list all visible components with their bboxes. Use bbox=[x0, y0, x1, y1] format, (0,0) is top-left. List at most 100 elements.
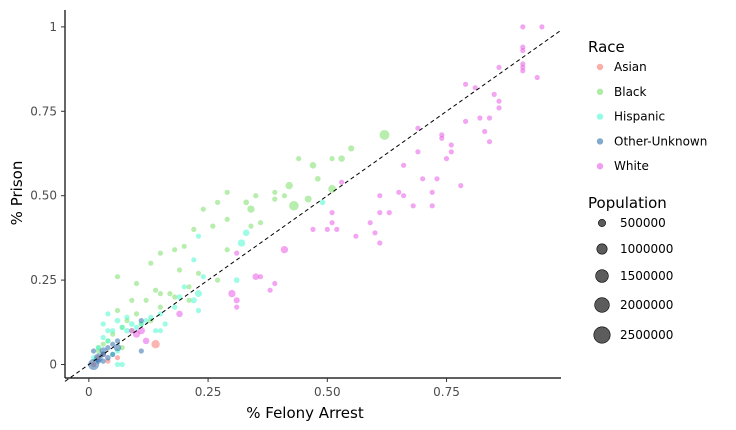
data-point-black bbox=[379, 129, 390, 140]
data-point-black bbox=[243, 199, 250, 206]
data-point-black bbox=[329, 156, 335, 162]
data-point-white bbox=[267, 287, 273, 293]
data-point-white bbox=[472, 85, 478, 91]
data-point-black bbox=[167, 291, 173, 297]
data-point-white bbox=[377, 193, 383, 199]
data-point-white bbox=[496, 64, 502, 70]
y-axis-title: % Prison bbox=[8, 161, 26, 226]
x-tick-label: 0.75 bbox=[433, 385, 460, 399]
legend-swatch bbox=[596, 88, 604, 96]
data-point-black bbox=[143, 297, 149, 303]
data-point-hispanic bbox=[176, 294, 183, 300]
data-point-other-unknown bbox=[105, 354, 111, 361]
data-point-black bbox=[224, 216, 230, 222]
data-point-other-unknown bbox=[114, 338, 121, 344]
data-point-white bbox=[534, 74, 540, 81]
data-point-black bbox=[215, 199, 221, 205]
data-point-black bbox=[272, 196, 278, 202]
data-point-other-unknown bbox=[113, 343, 122, 352]
data-point-white bbox=[477, 115, 483, 121]
data-point-hispanic bbox=[124, 314, 130, 320]
size-swatch bbox=[595, 269, 609, 283]
data-point-other-unknown bbox=[110, 351, 116, 357]
population-legend-label: 500000 bbox=[620, 216, 666, 230]
data-point-white bbox=[448, 142, 454, 148]
data-point-hispanic bbox=[195, 307, 202, 314]
y-tick-label: 0.50 bbox=[30, 189, 57, 203]
data-point-other-unknown bbox=[95, 358, 101, 364]
data-point-black bbox=[289, 201, 299, 211]
data-point-hispanic bbox=[190, 297, 197, 304]
data-point-black bbox=[296, 156, 302, 162]
legend-item-other-unknown: Other-Unknown bbox=[596, 134, 707, 148]
data-point-black bbox=[200, 206, 206, 212]
population-legend-label: 2500000 bbox=[620, 328, 673, 342]
data-point-black bbox=[247, 205, 255, 213]
data-point-hispanic bbox=[143, 318, 149, 324]
data-point-hispanic bbox=[95, 345, 101, 351]
data-point-black bbox=[314, 175, 321, 182]
data-point-white bbox=[539, 24, 545, 30]
data-point-white bbox=[429, 189, 435, 195]
data-point-white bbox=[463, 118, 469, 124]
data-point-white bbox=[420, 176, 426, 182]
data-point-white bbox=[353, 233, 359, 239]
race-legend-items: Asian Black Hispanic Other-Unknown White bbox=[596, 60, 707, 173]
y-tick-label: 0 bbox=[49, 357, 57, 371]
population-legend-title: Population bbox=[588, 194, 667, 212]
data-point-hispanic bbox=[114, 361, 121, 368]
data-point-black bbox=[114, 274, 121, 280]
data-point-black bbox=[157, 250, 163, 256]
data-point-other-unknown bbox=[100, 358, 106, 364]
data-point-black bbox=[224, 247, 230, 253]
data-point-hispanic bbox=[162, 321, 168, 327]
data-point-white bbox=[520, 68, 526, 74]
population-legend-label: 1500000 bbox=[620, 269, 673, 283]
legend-swatch bbox=[596, 138, 604, 145]
data-point-hispanic bbox=[119, 324, 125, 330]
data-point-white bbox=[434, 176, 440, 182]
population-legend-item: 1500000 bbox=[595, 269, 673, 283]
data-point-black bbox=[338, 155, 345, 162]
population-legend-item: 2500000 bbox=[593, 326, 673, 344]
data-point-hispanic bbox=[100, 321, 106, 327]
data-point-white bbox=[176, 310, 183, 318]
population-legend-item: 1000000 bbox=[596, 242, 673, 256]
data-point-white bbox=[280, 246, 289, 254]
data-point-hispanic bbox=[105, 338, 111, 344]
data-point-black bbox=[191, 226, 197, 232]
data-point-hispanic bbox=[200, 274, 206, 280]
data-point-white bbox=[234, 250, 240, 256]
data-point-black bbox=[309, 162, 317, 169]
size-swatch bbox=[593, 326, 611, 344]
legend-swatch bbox=[596, 113, 604, 120]
y-tick-label: 1 bbox=[49, 20, 57, 34]
data-point-hispanic bbox=[181, 284, 187, 290]
population-legend-item: 500000 bbox=[598, 216, 666, 230]
legend-item-white: White bbox=[596, 159, 649, 173]
data-point-white bbox=[386, 210, 392, 216]
data-point-hispanic bbox=[242, 229, 250, 237]
data-point-hispanic bbox=[191, 257, 197, 263]
size-swatch bbox=[594, 297, 610, 313]
legend-label: Other-Unknown bbox=[614, 134, 707, 148]
data-point-black bbox=[186, 297, 192, 303]
y-ticks: 0 0.25 0.50 0.75 1 bbox=[30, 20, 65, 371]
data-point-white bbox=[401, 162, 407, 168]
data-point-white bbox=[401, 193, 407, 199]
data-point-hispanic bbox=[148, 314, 154, 320]
data-point-hispanic bbox=[110, 328, 116, 334]
data-point-hispanic bbox=[105, 328, 111, 334]
data-point-white bbox=[443, 156, 450, 162]
data-point-hispanic bbox=[233, 277, 240, 283]
data-point-black bbox=[153, 287, 159, 293]
x-axis-title: % Felony Arrest bbox=[246, 404, 364, 422]
y-tick-label: 0.75 bbox=[30, 104, 57, 118]
data-point-hispanic bbox=[172, 304, 178, 310]
data-point-hispanic bbox=[128, 321, 135, 327]
legend-swatch bbox=[596, 63, 604, 71]
data-point-hispanic bbox=[157, 328, 163, 334]
data-point-black bbox=[348, 145, 355, 152]
data-point-white bbox=[496, 98, 502, 104]
